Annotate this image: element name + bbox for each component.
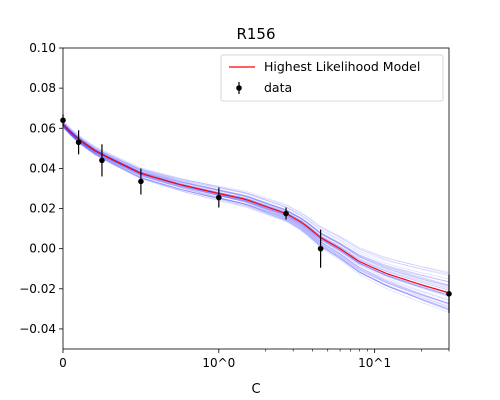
data-point: [317, 229, 324, 268]
posterior-sample-line: [63, 127, 449, 311]
posterior-sample-line: [63, 120, 449, 275]
data-marker: [317, 245, 324, 252]
posterior-samples: [63, 120, 449, 313]
posterior-sample-line: [63, 126, 449, 308]
posterior-sample-line: [63, 126, 449, 305]
posterior-sample-line: [63, 123, 449, 296]
plot-frame: [62, 47, 450, 350]
data-marker: [216, 194, 222, 201]
posterior-sample-line: [63, 123, 449, 290]
legend-box: [220, 54, 444, 102]
legend-label-data: data: [264, 80, 292, 95]
x-tick-label: 10^0: [202, 356, 235, 370]
posterior-sample-line: [63, 123, 449, 280]
posterior-sample-line: [63, 126, 449, 313]
x-axis-label: C: [251, 382, 260, 397]
posterior-sample-line: [63, 122, 449, 283]
data-marker: [75, 139, 82, 146]
data-marker: [99, 157, 105, 164]
y-tick-label: 0.02: [29, 202, 56, 216]
y-tick-label: −0.04: [19, 322, 56, 336]
data-point: [138, 168, 144, 195]
posterior-sample-line: [63, 121, 449, 282]
chart-title: R156: [236, 25, 275, 43]
posterior-sample-line: [63, 126, 449, 304]
posterior-sample-line: [63, 121, 449, 274]
x-axis: 0 10^0 10^1: [59, 349, 450, 370]
data-marker: [138, 178, 144, 185]
y-axis: −0.04 −0.02 0.00 0.02 0.04 0.06 0.08 0.10: [19, 41, 63, 336]
posterior-sample-line: [63, 123, 449, 287]
data-point: [216, 187, 222, 208]
posterior-sample-line: [63, 125, 449, 305]
posterior-sample-line: [63, 125, 449, 301]
posterior-sample-line: [63, 123, 449, 294]
data-marker: [283, 210, 289, 217]
posterior-sample-line: [63, 126, 449, 311]
data-point: [75, 130, 82, 155]
posterior-sample-line: [63, 124, 449, 301]
posterior-sample-line: [63, 124, 449, 288]
legend: Highest Likelihood Model data: [220, 54, 444, 102]
posterior-sample-line: [63, 125, 449, 305]
model-line: [62, 123, 450, 294]
y-tick-label: 0.10: [29, 41, 56, 55]
posterior-sample-line: [63, 120, 449, 273]
posterior-sample-line: [63, 125, 449, 310]
legend-swatch-data-marker: [236, 85, 242, 91]
legend-label-model: Highest Likelihood Model: [264, 59, 420, 74]
model-line-layer: [62, 123, 450, 294]
posterior-sample-line: [63, 125, 449, 297]
y-tick-label: 0.00: [29, 242, 56, 256]
posterior-sample-line: [63, 127, 449, 310]
posterior-sample-line: [63, 123, 449, 287]
data-point: [283, 207, 289, 220]
x-tick-label: 0: [59, 356, 67, 370]
x-tick-label: 10^1: [358, 356, 391, 370]
posterior-sample-line: [63, 123, 449, 286]
posterior-sample-line: [63, 121, 449, 283]
y-tick-label: −0.02: [19, 282, 56, 296]
data-point: [99, 144, 105, 177]
posterior-sample-line: [63, 125, 449, 309]
posterior-sample-line: [63, 123, 449, 276]
posterior-sample-line: [63, 123, 449, 289]
posterior-sample-line: [63, 125, 449, 306]
y-tick-label: 0.04: [29, 161, 56, 175]
y-tick-label: 0.06: [29, 121, 56, 135]
y-tick-label: 0.08: [29, 81, 56, 95]
posterior-sample-line: [63, 126, 449, 310]
posterior-sample-line: [63, 124, 449, 307]
